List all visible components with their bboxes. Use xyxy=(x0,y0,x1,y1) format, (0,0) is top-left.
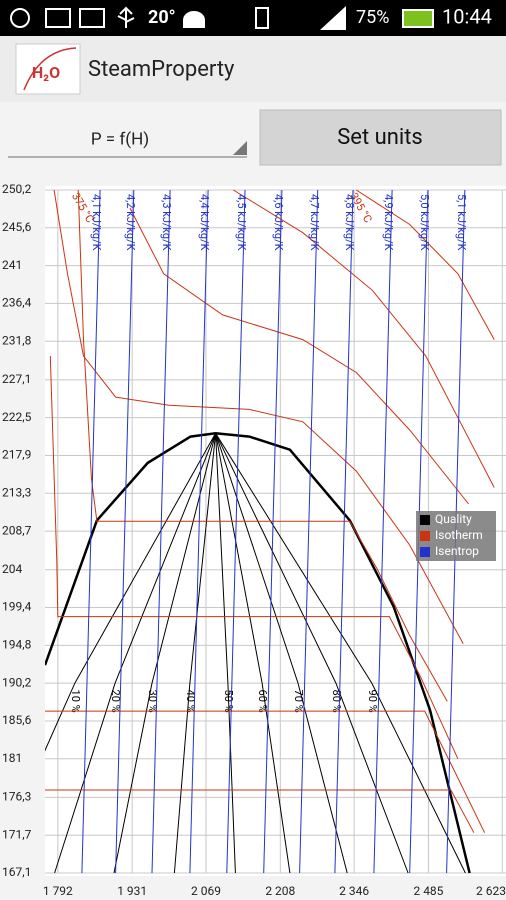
curve-label: 20 % xyxy=(109,690,122,713)
curves: 10 % 20 % 30 % 40 % 50 % 60 % 70 % 80 % 90 %375 … xyxy=(45,189,495,874)
curve xyxy=(215,433,348,874)
x-tick-label: 2 623 xyxy=(476,884,506,898)
y-tick-label: 194,8 xyxy=(2,638,32,652)
curve xyxy=(215,433,409,874)
status-icons xyxy=(10,6,269,29)
logo-curve xyxy=(23,47,77,91)
legend-swatch xyxy=(420,515,430,525)
curve xyxy=(299,189,319,874)
curve xyxy=(151,189,171,874)
y-tick-label: 231,8 xyxy=(2,333,32,347)
curve xyxy=(49,355,459,760)
y-tick-label: 217,9 xyxy=(2,448,31,462)
y-tick-label: 250,2 xyxy=(2,182,32,196)
y-tick-label: 245,6 xyxy=(2,220,32,234)
curve-label: 5,1 kJ/kg/K xyxy=(455,194,468,251)
curve-label: 4,8 kJ/kg/K xyxy=(343,194,356,251)
curve xyxy=(233,189,495,488)
curve xyxy=(113,433,217,874)
signal-icon xyxy=(320,6,346,30)
curve-label: 4,3 kJ/kg/K xyxy=(160,194,173,251)
y-tick-label: 181 xyxy=(2,751,22,765)
curve-label: 4,2 kJ/kg/K xyxy=(124,194,137,251)
y-tick-label: 227,1 xyxy=(2,372,31,386)
curve xyxy=(215,433,236,874)
curve xyxy=(215,433,291,874)
curve xyxy=(54,433,217,874)
curve-label: 4,4 kJ/kg/K xyxy=(198,194,211,251)
curve-label: 50 % xyxy=(222,690,235,713)
curve xyxy=(173,433,217,874)
curve xyxy=(263,189,283,874)
curve xyxy=(189,189,209,874)
curve xyxy=(373,189,393,874)
curve-label: 80 % xyxy=(330,690,343,713)
battery-icon xyxy=(402,9,434,28)
y-tick-label: 167,1 xyxy=(2,865,31,879)
set-units-button[interactable] xyxy=(259,109,502,166)
curve-label: 4,7 kJ/kg/K xyxy=(308,194,321,251)
curve xyxy=(81,189,101,874)
curve-label: 5,0 kJ/kg/K xyxy=(418,194,431,251)
curve-label: 4,5 kJ/kg/K xyxy=(235,194,248,251)
y-tick-label: 199,4 xyxy=(2,600,32,614)
y-tick-label: 241 xyxy=(2,258,22,272)
app-title: SteamProperty xyxy=(88,57,235,82)
y-tick-label: 213,3 xyxy=(2,485,31,499)
x-tick-label: 1 792 xyxy=(43,884,73,898)
y-tick-label: 204 xyxy=(2,562,22,576)
curve xyxy=(226,189,246,874)
curve xyxy=(45,710,486,833)
curve xyxy=(334,189,354,874)
curve xyxy=(45,789,475,833)
y-tick-label: 176,3 xyxy=(2,790,31,804)
curve xyxy=(115,189,135,874)
curve-label: 30 % xyxy=(146,690,159,713)
x-tick-label: 2 485 xyxy=(413,884,443,898)
legend-swatch xyxy=(420,531,430,541)
curve-label: 40 % xyxy=(184,690,197,713)
logo-text: H₂O xyxy=(32,63,60,82)
y-tick-label: 190,2 xyxy=(2,675,32,689)
x-tick-label: 2 208 xyxy=(265,884,295,898)
curve xyxy=(215,433,466,874)
y-tick-label: 222,5 xyxy=(2,410,32,424)
curve-label: 60 % xyxy=(256,690,269,713)
legend-label: Isotherm xyxy=(435,528,483,542)
y-tick-label: 185,6 xyxy=(2,713,32,727)
curve-label: 70 % xyxy=(292,690,305,713)
curve xyxy=(356,189,495,340)
temperature: 20° xyxy=(148,7,176,28)
curve xyxy=(77,189,448,702)
spinner-arrow xyxy=(233,141,247,155)
battery-level: 75% xyxy=(356,7,389,28)
button-label: Set units xyxy=(337,125,423,150)
y-tick-label: 208,7 xyxy=(2,523,32,537)
labels: 250,2 245,6 241 236,4 231,8 227,1 222,5 217,9 21… xyxy=(2,182,506,898)
curve-label: 4,9 kJ/kg/K xyxy=(382,194,395,251)
x-tick-label: 2 069 xyxy=(191,884,221,898)
curve xyxy=(45,432,471,874)
legend-swatch xyxy=(420,547,430,557)
curve-label: 4,6 kJ/kg/K xyxy=(272,194,285,251)
curve xyxy=(45,433,217,752)
app-logo xyxy=(15,43,81,95)
x-tick-label: 2 346 xyxy=(339,884,369,898)
legend-label: Isentrop xyxy=(435,544,479,558)
curve xyxy=(129,207,469,505)
clock: 10:44 xyxy=(442,4,492,28)
app-bar xyxy=(0,36,506,102)
curve-label: 4,1 kJ/kg/K xyxy=(90,194,103,251)
y-tick-label: 236,4 xyxy=(2,296,32,310)
curve-label: 10 % xyxy=(69,690,82,713)
curve xyxy=(53,189,464,644)
legend-label: Quality xyxy=(435,512,472,526)
y-tick-label: 171,7 xyxy=(2,827,32,841)
android-icon xyxy=(183,11,205,28)
x-tick-label: 1 931 xyxy=(117,884,147,898)
curve-label: 90 % xyxy=(366,690,379,713)
function-spinner[interactable]: P = f(H) xyxy=(91,129,149,149)
